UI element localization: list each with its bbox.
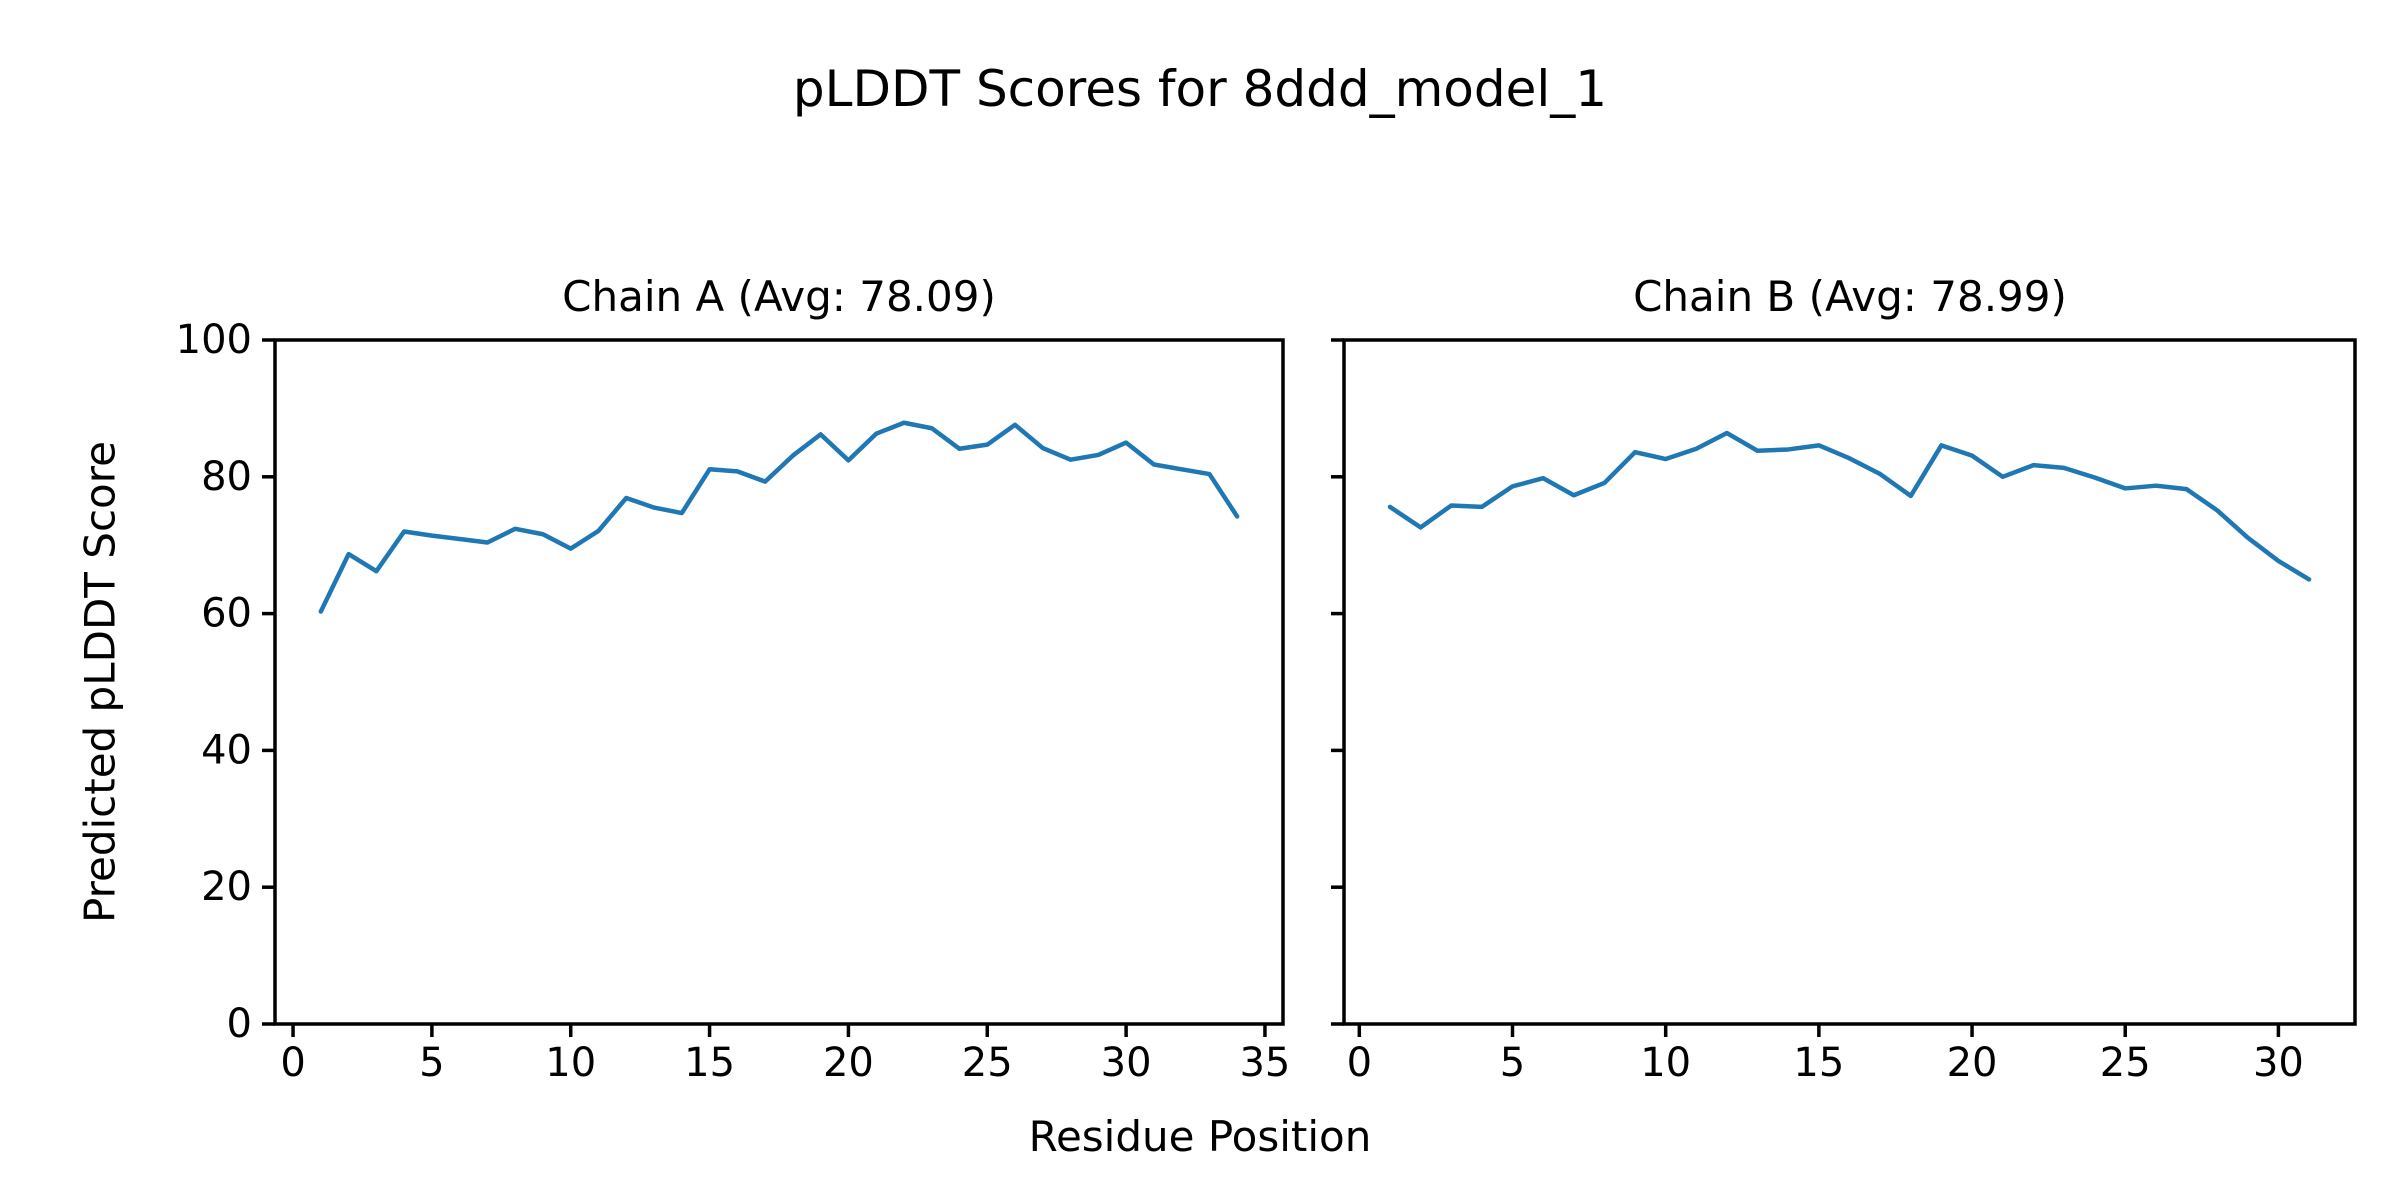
plddt-line-chain-b bbox=[1387, 430, 2312, 582]
chain-a-subplot-title: Chain A (Avg: 78.09) bbox=[562, 272, 996, 321]
y-tick-label: 0 bbox=[227, 1001, 252, 1047]
x-tick-label: 25 bbox=[962, 1040, 1013, 1086]
plddt-line-chain-a bbox=[318, 420, 1240, 614]
axes-spines bbox=[1342, 338, 2357, 1026]
x-tick-label: 20 bbox=[823, 1040, 874, 1086]
x-axis-label: Residue Position bbox=[1028, 1112, 1372, 1161]
x-tick-label: 15 bbox=[684, 1040, 735, 1086]
y-tick-label: 20 bbox=[201, 864, 252, 910]
x-tick-label: 30 bbox=[1101, 1040, 1152, 1086]
y-axis-label: Predicted pLDDT Score bbox=[75, 441, 125, 923]
chain-b-plot: 0 5 10 15 20 25 30 bbox=[1331, 338, 2357, 1086]
axes-spines bbox=[273, 338, 1285, 1026]
x-tick-label: 10 bbox=[1640, 1040, 1691, 1086]
y-tick-label: 100 bbox=[176, 317, 252, 363]
x-tick-label: 35 bbox=[1239, 1040, 1290, 1086]
chain-b-subplot-title: Chain B (Avg: 78.99) bbox=[1633, 272, 2067, 321]
x-tick-label: 5 bbox=[419, 1040, 444, 1086]
x-tick-label: 15 bbox=[1793, 1040, 1844, 1086]
x-tick-label: 30 bbox=[2253, 1040, 2304, 1086]
x-tick-label: 0 bbox=[1347, 1040, 1372, 1086]
x-tick-label: 0 bbox=[280, 1040, 305, 1086]
x-tick-label: 20 bbox=[1947, 1040, 1998, 1086]
y-tick-label: 60 bbox=[201, 591, 252, 637]
x-tick-label: 5 bbox=[1500, 1040, 1525, 1086]
y-tick-label: 80 bbox=[201, 454, 252, 500]
x-tick-label: 25 bbox=[2100, 1040, 2151, 1086]
x-tick-label: 10 bbox=[545, 1040, 596, 1086]
figure-title: pLDDT Scores for 8ddd_model_1 bbox=[792, 60, 1608, 118]
chain-a-plot: 0 5 10 15 20 25 30 35 0 20 40 60 80 100 bbox=[176, 317, 1291, 1086]
y-tick-label: 40 bbox=[201, 727, 252, 773]
